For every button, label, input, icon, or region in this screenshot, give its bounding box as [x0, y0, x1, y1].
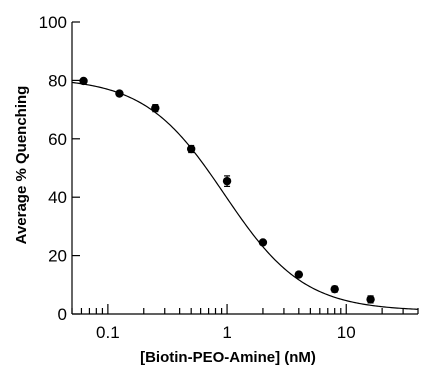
data-point: [330, 284, 339, 294]
data-point: [222, 176, 232, 186]
x-tick-label: 10: [337, 323, 356, 342]
y-tick-label: 0: [58, 305, 67, 324]
error-bars: [80, 78, 374, 304]
x-tick-label: 0.1: [96, 323, 120, 342]
y-tick-label: 100: [39, 13, 67, 32]
x-axis-title: [Biotin-PEO-Amine] (nM): [140, 349, 316, 366]
y-tick-label: 60: [48, 130, 67, 149]
data-point: [115, 89, 124, 98]
data-points: [79, 76, 375, 304]
data-point: [366, 295, 375, 304]
data-point: [79, 76, 88, 86]
fit-curve: [71, 81, 419, 310]
data-point: [294, 270, 304, 279]
ticks: [71, 21, 419, 315]
x-tick-label: 1: [222, 323, 231, 342]
y-axis-title: Average % Quenching: [13, 86, 30, 245]
data-point: [186, 144, 196, 154]
y-tick-label: 20: [48, 247, 67, 266]
y-tick-label: 40: [48, 188, 67, 207]
tick-labels: 0 20 40 60 80 100 0.1 1 10: [39, 13, 356, 342]
data-point: [258, 238, 268, 247]
data-point: [151, 103, 160, 113]
axes: [71, 22, 418, 315]
y-tick-label: 80: [48, 71, 67, 90]
